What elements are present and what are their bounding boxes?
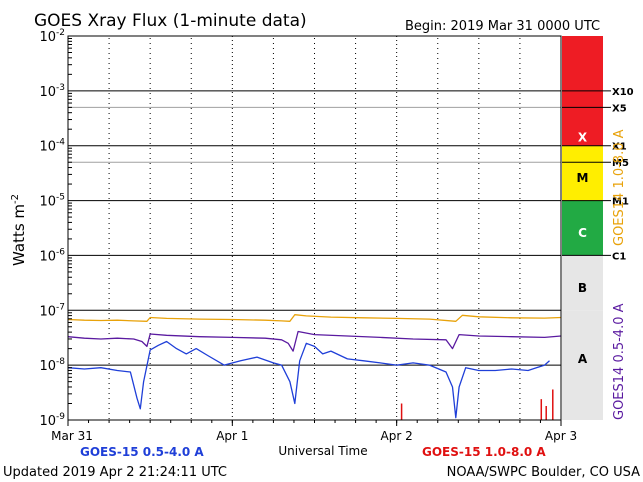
flare-class-bands: X M C B A X10 X5 X1 M5 M1 C1 [562,36,634,420]
x-axis-label: Universal Time [278,444,367,458]
flare-level-label: X5 [612,103,627,114]
y-axis-label-exponent: -2 [10,194,21,204]
right-label-goes14-short: GOES14 0.5-4.0 A [612,303,627,420]
y-tick-label: 10-4 [39,138,65,155]
series-line-0 [67,314,562,322]
y-tick-label: 10-3 [39,83,65,100]
right-label-goes14-long: GOES14 1.0-8.0 A [612,129,627,246]
y-tick-label: 10-2 [39,28,65,45]
y-tick-label: 10-8 [39,357,65,374]
class-band-letter: A [578,352,588,366]
flare-level-label: M5 [612,158,629,169]
class-band-b [562,255,603,311]
y-tick-label: 10-6 [39,247,65,264]
flare-level-label: C1 [612,251,626,262]
y-axis-label-text: Watts m [10,204,28,266]
series-line-2 [67,340,550,419]
y-tick-label: 10-9 [39,412,65,429]
class-band-a [562,310,603,420]
legend-goes15-short: GOES-15 0.5-4.0 A [80,445,204,459]
flare-level-label: M1 [612,197,629,208]
class-band-letter: C [578,226,587,240]
class-band-letter: B [578,281,587,295]
chart-title: GOES Xray Flux (1-minute data) [34,11,307,31]
updated-timestamp: Updated 2019 Apr 2 21:24:11 UTC [3,465,227,480]
y-tick-label: 10-7 [39,302,65,319]
y-axis-label: Watts m-2 [10,194,28,266]
x-tick-label: Apr 2 [381,429,413,443]
x-tick-label: Mar 31 [51,429,93,443]
begin-label: Begin: 2019 Mar 31 0000 UTC [405,19,600,34]
x-tick-label: Apr 3 [545,429,577,443]
class-band-c [562,200,603,256]
class-band-letter: M [577,171,589,185]
credit-label: NOAA/SWPC Boulder, CO USA [447,465,640,480]
flare-level-label: X10 [612,87,634,98]
data-series [67,314,562,420]
y-tick-label: 10-5 [39,193,65,210]
series-line-1 [67,330,562,352]
flare-level-label: X1 [612,142,627,153]
class-band-letter: X [578,130,588,144]
x-tick-label: Apr 1 [216,429,248,443]
legend-goes15-long: GOES-15 1.0-8.0 A [422,445,546,459]
class-band-m [562,145,603,201]
